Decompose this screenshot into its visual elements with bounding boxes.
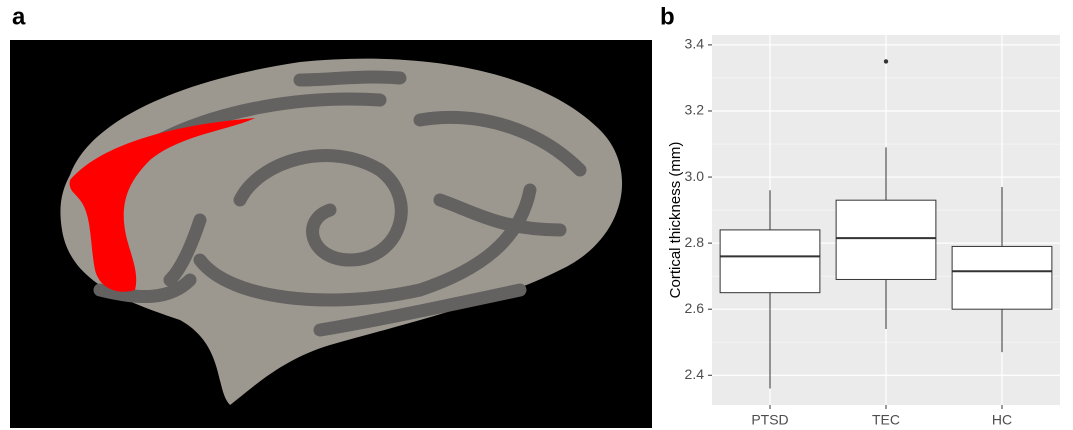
figure: a b Cortical thickness (mm) 2.4 2.6 2.8 3.0… (0, 0, 1073, 430)
page: {"panel_a": {"label": "a"}, "chart_data"… (0, 0, 1073, 430)
x-tick-label: HC (992, 412, 1012, 428)
y-tick-label: 3.0 (685, 168, 705, 184)
outlier (884, 59, 888, 63)
y-tick-label: 2.4 (685, 366, 705, 382)
x-tick-label: TEC (872, 412, 900, 428)
y-tick-label: 3.4 (685, 36, 705, 52)
brain-image (10, 40, 652, 428)
y-tick-label: 3.2 (685, 102, 705, 118)
panel-label: b (660, 3, 675, 30)
y-axis-title: Cortical thickness (mm) (667, 142, 684, 299)
x-tick-label: PTSD (751, 412, 788, 428)
panel-label: a (12, 3, 26, 30)
box (836, 200, 936, 279)
y-tick-label: 2.8 (685, 234, 705, 250)
box (720, 230, 820, 293)
box (952, 246, 1052, 309)
y-tick-label: 2.6 (685, 300, 705, 316)
